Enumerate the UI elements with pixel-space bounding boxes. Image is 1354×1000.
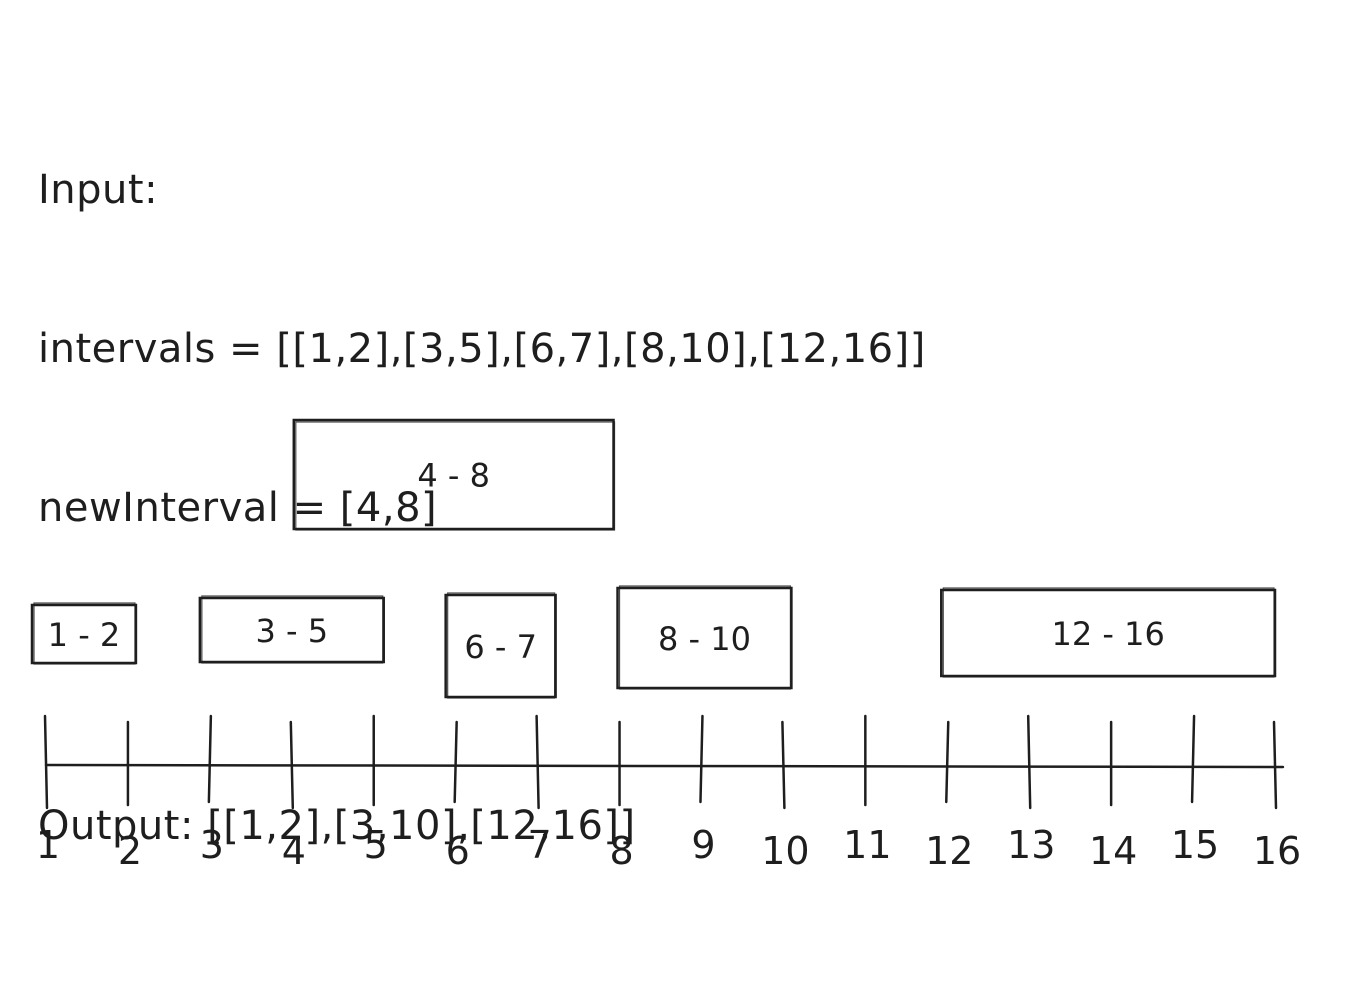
tick-7 <box>535 714 540 810</box>
intervals-group: 1 - 2 3 - 5 6 - 7 8 - 10 12 - 16 <box>30 585 1277 699</box>
input-heading: Input: <box>38 167 159 213</box>
tick-label-13: 13 <box>1007 823 1055 867</box>
tick-label-15: 15 <box>1171 823 1219 867</box>
interval-label: 6 - 7 <box>464 628 537 666</box>
tick-label-2: 2 <box>118 829 142 873</box>
new-interval-label: 4 - 8 <box>417 457 490 495</box>
number-line <box>44 763 1285 769</box>
tick-12 <box>945 720 950 804</box>
interval-box-6-7: 6 - 7 <box>444 592 557 699</box>
new-interval-box: 4 - 8 <box>292 418 616 531</box>
interval-label: 1 - 2 <box>48 616 121 654</box>
tick-label-12: 12 <box>925 829 973 873</box>
tick-label-4: 4 <box>282 829 306 873</box>
new-interval-line: newInterval = [4,8] <box>38 485 438 531</box>
tick-9 <box>699 714 704 804</box>
tick-label-7: 7 <box>528 823 552 867</box>
interval-label: 3 - 5 <box>255 612 328 650</box>
tick-16 <box>1272 720 1278 810</box>
interval-label: 8 - 10 <box>658 620 751 658</box>
tick-label-3: 3 <box>200 823 224 867</box>
tick-6 <box>453 720 458 804</box>
tick-10 <box>781 720 786 810</box>
tick-label-8: 8 <box>609 829 633 873</box>
tick-13 <box>1026 714 1032 810</box>
tick-label-1: 1 <box>36 823 60 867</box>
tick-1 <box>43 714 49 810</box>
tick-label-6: 6 <box>446 829 470 873</box>
new-interval-group: 4 - 8 <box>292 418 616 531</box>
tick-label-5: 5 <box>364 823 388 867</box>
interval-label: 12 - 16 <box>1051 615 1164 653</box>
tick-label-16: 16 <box>1253 829 1301 873</box>
interval-box-1-2: 1 - 2 <box>30 602 138 665</box>
intervals-line: intervals = [[1,2],[3,5],[6,7],[8,10],[1… <box>38 326 926 372</box>
tick-15 <box>1190 714 1196 804</box>
tick-4 <box>289 720 295 810</box>
tick-label-14: 14 <box>1089 829 1137 873</box>
ticks-group <box>43 714 1278 810</box>
tick-3 <box>207 714 213 804</box>
tick-label-11: 11 <box>843 823 891 867</box>
interval-box-8-10: 8 - 10 <box>616 585 793 690</box>
problem-text: Input: intervals = [[1,2],[3,5],[6,7],[8… <box>38 58 926 906</box>
tick-labels-group: 1 2 3 4 5 6 7 8 9 10 11 12 13 14 15 16 <box>36 823 1301 873</box>
tick-label-10: 10 <box>761 829 809 873</box>
tick-label-9: 9 <box>691 823 715 867</box>
output-line: Output: [[1,2],[3,10],[12,16]] <box>38 803 636 849</box>
interval-box-3-5: 3 - 5 <box>198 595 385 664</box>
interval-box-12-16: 12 - 16 <box>940 587 1277 678</box>
